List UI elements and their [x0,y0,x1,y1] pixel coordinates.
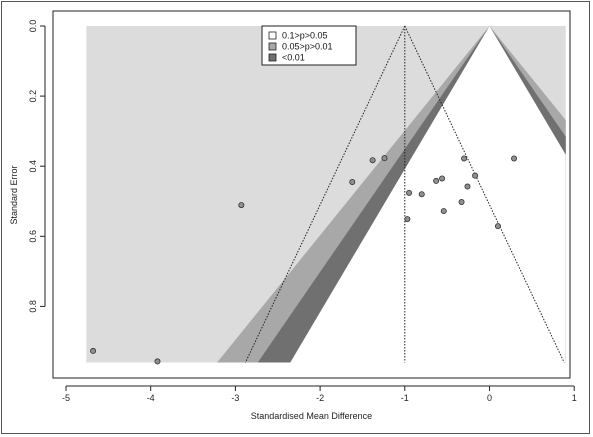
x-tick-label: -3 [231,393,239,403]
y-tick-label: 0.4 [28,160,38,173]
study-point [369,157,376,164]
legend-swatch [268,42,277,51]
x-tick-label: -5 [62,393,70,403]
study-point [494,223,501,230]
study-point [440,208,447,215]
study-point [381,155,388,162]
y-tick-label: 0.8 [28,300,38,313]
y-tick-label: 0.6 [28,230,38,243]
study-point [154,358,161,365]
study-point [439,175,446,182]
legend-label: 0.1>p>0.05 [282,31,328,41]
y-tick-label: 0.0 [28,20,38,33]
legend-box [261,25,357,66]
funnel-left-line [244,25,406,363]
x-tick-label: -1 [401,393,409,403]
legend-swatch [268,53,277,62]
y-axis: 0.0 0.2 0.4 0.6 0.8 [28,20,46,313]
y-axis-title: Standard Error [9,165,19,224]
study-points [90,155,518,365]
x-axis-title: Standardised Mean Difference [251,411,372,421]
x-tick-label: 0 [487,393,492,403]
study-point [404,216,411,223]
study-point [458,198,465,205]
legend: 0.1>p>0.050.05>p>0.01<0.01 [261,25,357,66]
x-tick-label: -2 [316,393,324,403]
study-point [418,191,425,198]
plot-area-border [52,10,571,379]
study-point [238,202,245,209]
significance-contours [217,26,566,363]
study-point [433,177,440,184]
x-tick-label: -4 [147,393,155,403]
study-point [511,155,518,162]
study-point [472,172,479,179]
study-point [406,189,413,196]
funnel-guide-lines [244,25,565,363]
legend-label: <0.01 [282,53,305,63]
y-tick-label: 0.2 [28,90,38,103]
study-point [90,347,97,354]
x-axis: -5 -4 -3 -2 -1 0 1 [62,385,577,403]
funnel-right-line [404,25,565,363]
legend-swatch [268,31,277,40]
contour-band-inner [290,26,566,363]
study-point [461,155,468,162]
study-point [349,178,356,185]
study-point [464,183,471,190]
legend-label: 0.05>p>0.01 [282,42,333,52]
x-tick-label: 1 [572,393,577,403]
